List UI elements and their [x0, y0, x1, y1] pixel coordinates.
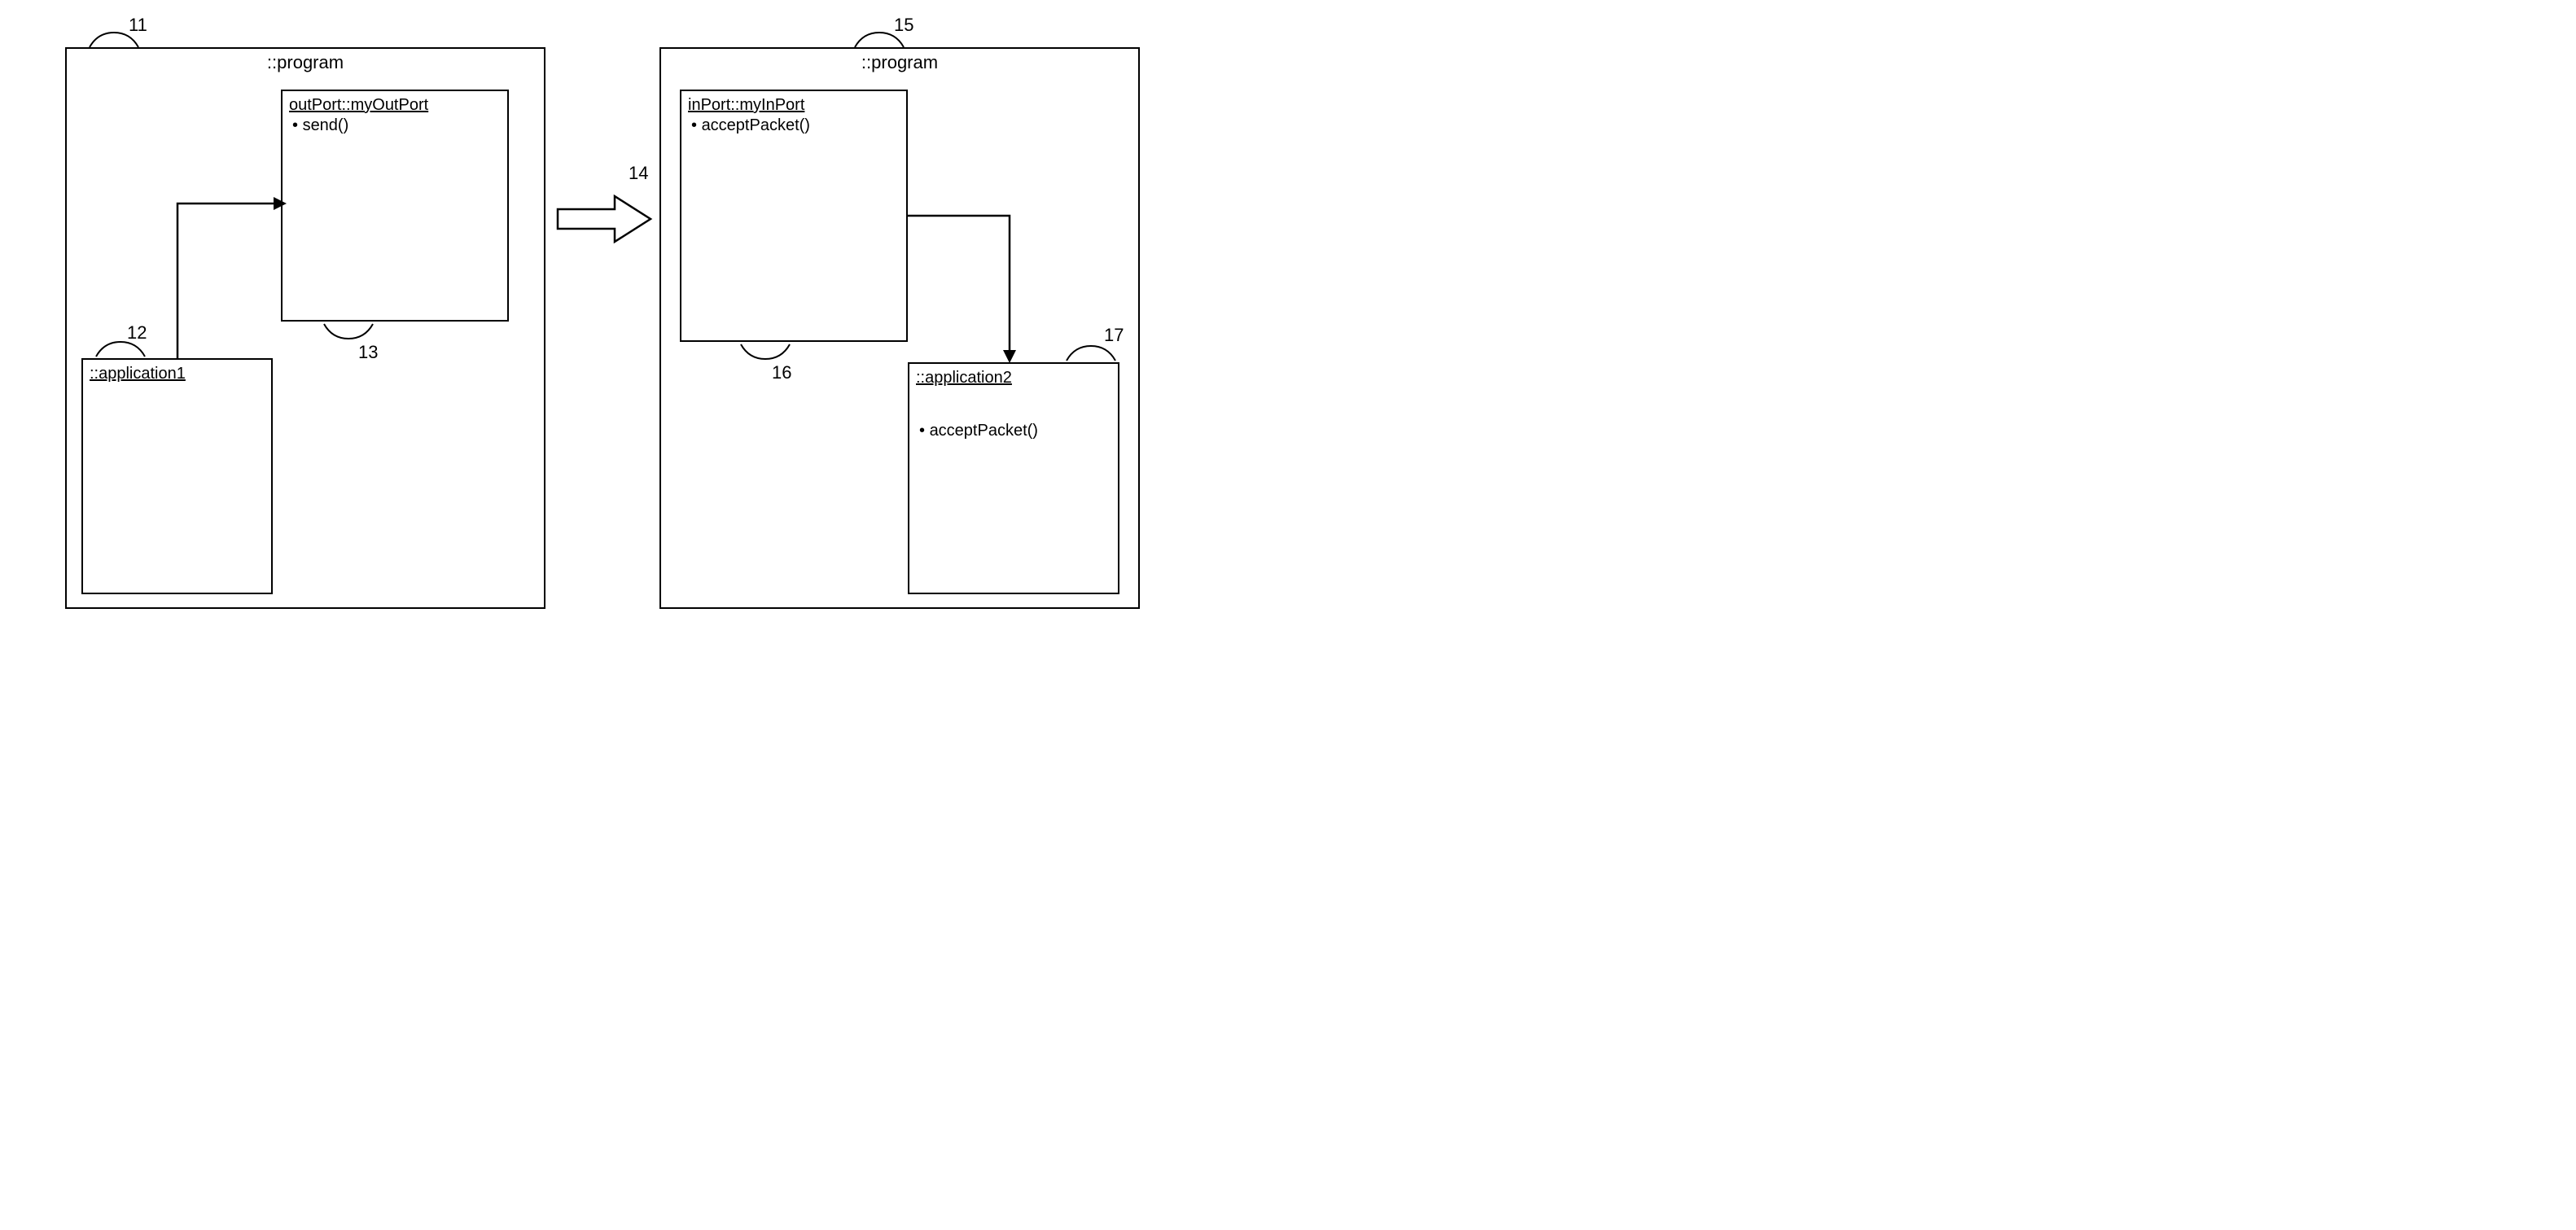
diagram-canvas: ::program 11 ::application1 12 outPort::… [33, 33, 1254, 619]
label-11: 11 [129, 15, 147, 36]
inport-method: acceptPacket() [681, 115, 906, 135]
big-arrow [558, 191, 655, 248]
arrow-inport-to-app2 [908, 216, 1022, 379]
application2-method: acceptPacket() [909, 420, 1118, 440]
label-17: 17 [1104, 325, 1124, 346]
left-program-title: ::program [67, 49, 544, 73]
outport-title: outPort::myOutPort [283, 91, 507, 115]
outport-method: send() [283, 115, 507, 135]
label-12: 12 [127, 322, 147, 344]
outport-box: outPort::myOutPort send() [281, 90, 509, 322]
inport-title: inPort::myInPort [681, 91, 906, 115]
label-14: 14 [629, 163, 648, 184]
bracket-13 [324, 322, 373, 344]
bracket-16 [741, 343, 790, 364]
label-16: 16 [772, 362, 791, 383]
arrow-app1-to-outport [177, 195, 291, 366]
right-program-title: ::program [661, 49, 1138, 73]
label-15: 15 [894, 15, 913, 36]
application2-box: ::application2 acceptPacket() [908, 362, 1119, 594]
label-13: 13 [358, 342, 378, 363]
application1-box: ::application1 [81, 358, 273, 594]
inport-box: inPort::myInPort acceptPacket() [680, 90, 908, 342]
